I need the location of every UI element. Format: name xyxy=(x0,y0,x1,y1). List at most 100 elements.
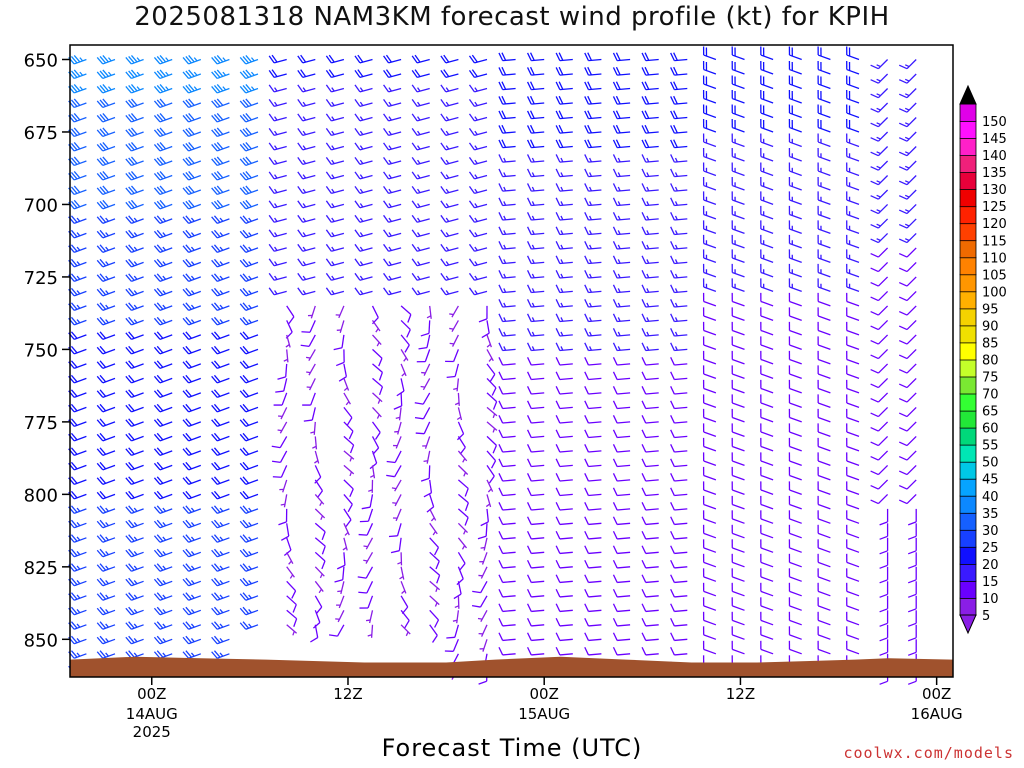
wind-barb xyxy=(211,461,230,471)
wind-barb xyxy=(898,203,917,215)
wind-barb xyxy=(306,378,316,391)
wind-barb xyxy=(760,568,774,582)
wind-barb xyxy=(555,328,573,337)
wind-barb xyxy=(526,444,545,453)
wind-barb xyxy=(612,342,631,352)
wind-barb xyxy=(846,148,860,162)
wind-barb xyxy=(268,128,287,136)
wind-barb xyxy=(760,234,774,249)
wind-barb xyxy=(268,84,287,93)
wind-barb xyxy=(182,127,202,138)
wind-barb xyxy=(314,508,326,521)
wind-barb xyxy=(445,349,460,363)
wind-barb xyxy=(96,331,116,340)
wind-barb xyxy=(670,110,688,120)
wind-barb xyxy=(268,171,287,180)
wind-barb xyxy=(182,258,202,268)
wind-barb xyxy=(670,415,688,424)
wind-barb xyxy=(555,66,573,76)
wind-barb xyxy=(310,624,319,643)
wind-barb xyxy=(68,273,87,282)
wind-barb xyxy=(612,270,631,279)
wind-barb xyxy=(314,551,326,570)
wind-barb xyxy=(702,408,717,423)
y-tick-label: 775 xyxy=(24,413,58,434)
wind-barb xyxy=(760,104,774,119)
wind-barb xyxy=(456,421,465,441)
wind-barb xyxy=(670,52,688,62)
wind-barb xyxy=(879,508,889,526)
wind-barb xyxy=(383,214,402,223)
wind-barb xyxy=(268,54,287,64)
wind-barb xyxy=(760,466,774,481)
wind-barb xyxy=(182,635,202,645)
wind-barb xyxy=(239,432,259,442)
wind-barb xyxy=(898,247,917,258)
wind-barb xyxy=(555,255,573,265)
wind-barb xyxy=(125,199,144,210)
wind-barb xyxy=(96,287,116,297)
wind-barb xyxy=(788,437,802,452)
wind-barb xyxy=(788,626,802,640)
wind-barb xyxy=(670,444,688,453)
wind-barb xyxy=(440,69,459,78)
wind-barb xyxy=(96,592,116,601)
colorbar-swatch xyxy=(959,461,977,480)
wind-barb xyxy=(731,582,745,597)
wind-barb xyxy=(731,553,745,568)
wind-barb xyxy=(411,142,430,151)
wind-barb xyxy=(817,611,831,626)
wind-barb xyxy=(670,342,688,352)
wind-barb xyxy=(907,624,917,642)
wind-barb xyxy=(760,481,774,496)
colorbar-swatch xyxy=(959,529,977,548)
wind-barb xyxy=(153,447,173,456)
colorbar-swatch xyxy=(959,205,977,225)
wind-barb xyxy=(555,487,573,497)
wind-barb xyxy=(486,334,492,348)
wind-barb xyxy=(211,244,230,253)
wind-barb xyxy=(584,124,602,134)
wind-barb xyxy=(907,537,917,555)
wind-barb xyxy=(301,320,316,333)
wind-barb xyxy=(817,46,831,61)
colorbar-swatch xyxy=(959,393,977,412)
wind-barb xyxy=(68,127,87,138)
wind-barb xyxy=(182,374,202,384)
wind-barb xyxy=(702,205,717,220)
wind-barb xyxy=(870,131,889,142)
wind-barb xyxy=(153,476,173,485)
wind-barb xyxy=(182,69,202,80)
wind-barb xyxy=(702,46,717,61)
wind-barb xyxy=(526,588,545,598)
wind-barb xyxy=(182,229,202,239)
wind-barb xyxy=(334,566,345,583)
wind-barb xyxy=(555,183,573,192)
wind-barb xyxy=(526,313,545,323)
wind-barb xyxy=(731,148,745,162)
credit-link[interactable]: coolwx.com/models xyxy=(843,744,1014,762)
wind-barb xyxy=(702,597,717,611)
wind-barb xyxy=(612,502,631,511)
wind-barb xyxy=(612,516,631,526)
wind-barb xyxy=(268,287,287,296)
wind-barb xyxy=(731,597,745,611)
wind-barb xyxy=(268,113,287,122)
wind-barb xyxy=(343,378,350,392)
wind-barb xyxy=(182,98,202,109)
wind-barb xyxy=(486,479,494,493)
wind-barb xyxy=(456,566,464,586)
wind-barb xyxy=(357,566,374,579)
wind-barb xyxy=(788,133,802,148)
wind-barb xyxy=(211,650,230,659)
y-tick-label: 850 xyxy=(24,630,58,651)
wind-barb xyxy=(96,112,116,123)
wind-barb xyxy=(68,490,87,500)
wind-barb xyxy=(68,621,87,630)
wind-barb xyxy=(584,516,602,526)
wind-barb xyxy=(526,530,545,540)
wind-barb xyxy=(211,215,230,224)
wind-barb xyxy=(788,336,802,351)
wind-barb xyxy=(498,371,516,381)
wind-barb xyxy=(153,360,173,369)
